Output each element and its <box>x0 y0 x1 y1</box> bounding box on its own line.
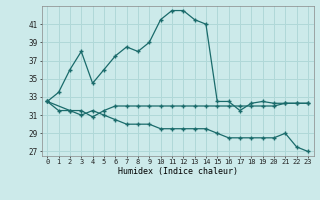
X-axis label: Humidex (Indice chaleur): Humidex (Indice chaleur) <box>118 167 237 176</box>
